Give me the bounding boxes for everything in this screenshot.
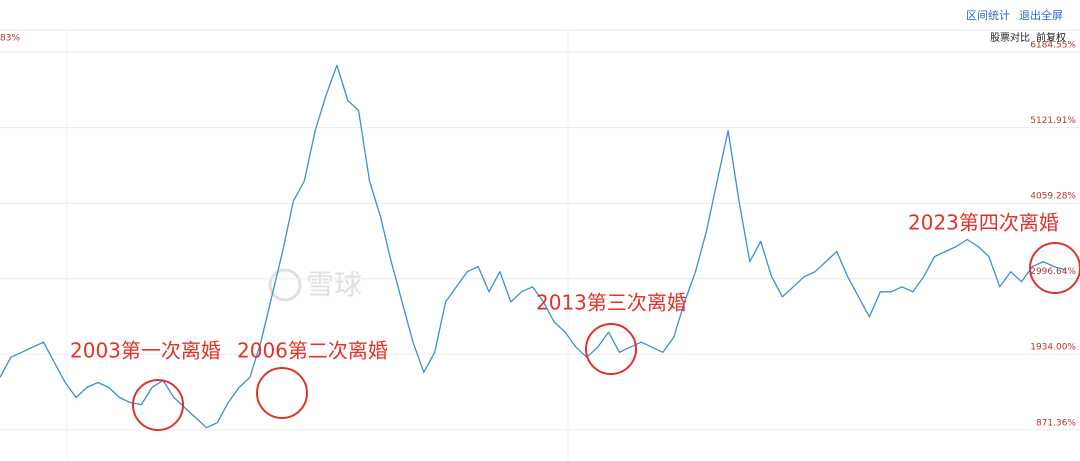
watermark-logo	[268, 268, 302, 302]
y-tick-label: 871.36%	[1036, 418, 1076, 428]
watermark-group: 雪球	[268, 268, 362, 302]
y-tick-label: 2996.64%	[1030, 267, 1076, 277]
annotation: 2003第一次离婚	[70, 339, 221, 363]
y-tick-label: 6184.55%	[1030, 41, 1076, 51]
toolbar-button[interactable]: 区间统计	[966, 9, 1010, 22]
annotation: 2006第二次离婚	[237, 339, 388, 363]
option[interactable]: 前复权	[1036, 31, 1066, 44]
annotation: 2023第四次离婚	[908, 211, 1059, 235]
highlight-circle	[1029, 242, 1080, 294]
y-tick-label: 5121.91%	[1030, 116, 1076, 126]
highlight-circle	[585, 323, 637, 375]
highlight-circle	[132, 379, 184, 431]
y-tick-label: 1934.00%	[1030, 343, 1076, 353]
corner-label: 83%	[0, 34, 20, 44]
highlight-circle	[256, 367, 308, 419]
price-line	[0, 64, 1066, 429]
option[interactable]: 股票对比	[990, 31, 1030, 44]
toolbar-button[interactable]: 退出全屏	[1019, 8, 1063, 22]
annotation: 2013第三次离婚	[536, 291, 687, 315]
watermark: 雪球	[306, 268, 362, 301]
y-tick-label: 4059.28%	[1030, 192, 1076, 202]
